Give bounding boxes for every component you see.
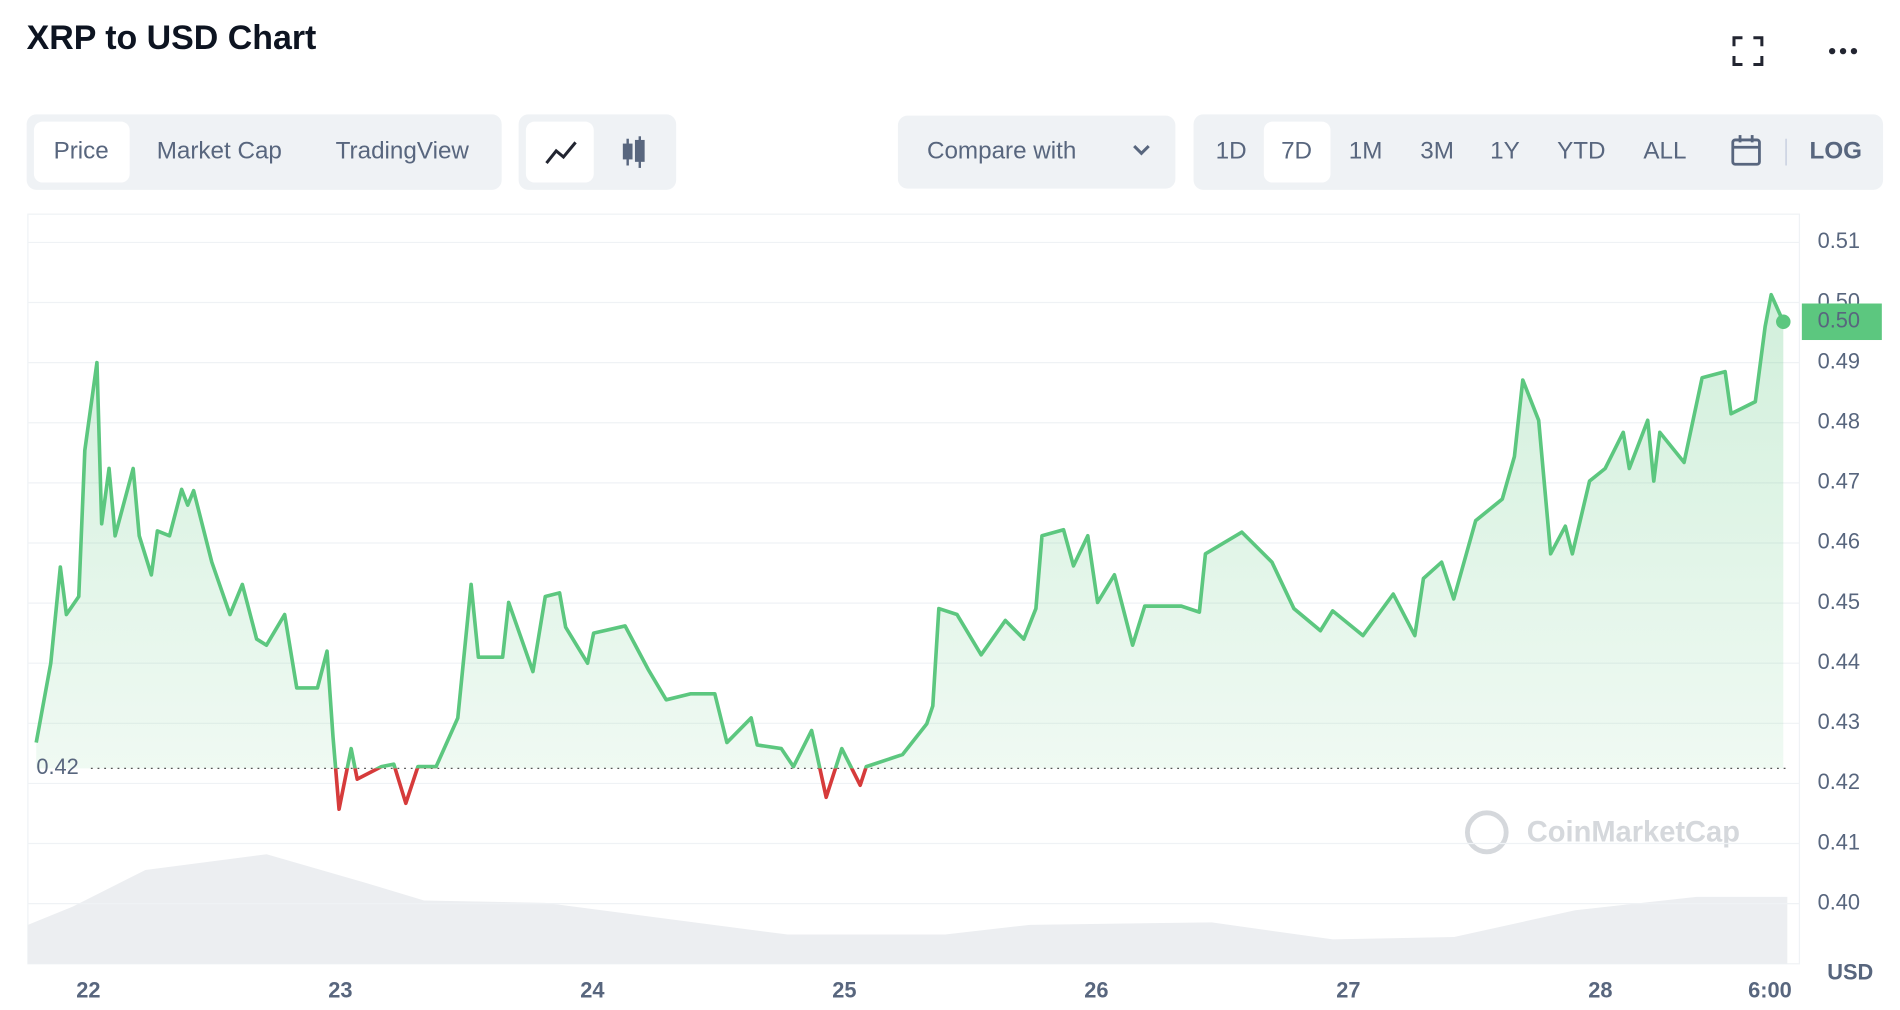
current-dot bbox=[1776, 314, 1791, 330]
x-axis: 22 23 24 25 26 27 28 6:00 PM bbox=[76, 977, 1830, 1002]
range-button[interactable]: 7D bbox=[1281, 137, 1312, 164]
tab[interactable]: Price bbox=[54, 137, 109, 164]
x-tick-label: 23 bbox=[328, 977, 352, 1002]
y-tick-label: 0.45 bbox=[1818, 589, 1860, 614]
range-selected bbox=[1263, 121, 1331, 183]
tab-group bbox=[26, 114, 502, 190]
tab-selected bbox=[33, 121, 130, 183]
calendar-icon[interactable] bbox=[1731, 135, 1761, 166]
x-tick-label: 22 bbox=[76, 977, 100, 1002]
x-tick-label: 28 bbox=[1588, 977, 1612, 1002]
x-tick-label: 24 bbox=[580, 977, 605, 1002]
fullscreen-icon[interactable] bbox=[1732, 36, 1764, 67]
range-button[interactable]: 1Y bbox=[1490, 137, 1520, 164]
y-tick-label: 0.48 bbox=[1818, 408, 1860, 433]
price-area bbox=[36, 294, 1784, 769]
tab[interactable]: TradingView bbox=[336, 137, 470, 164]
x-tick-label: 26 bbox=[1084, 977, 1108, 1002]
y-tick-label: 0.42 bbox=[1818, 769, 1860, 794]
y-tick-label: 0.44 bbox=[1818, 649, 1860, 674]
chevron bbox=[1133, 144, 1150, 156]
tab[interactable]: Market Cap bbox=[157, 137, 282, 164]
y-tick-label: 0.51 bbox=[1818, 228, 1860, 253]
y-tick-label: 0.49 bbox=[1818, 348, 1860, 373]
range-button[interactable]: 1M bbox=[1349, 137, 1383, 164]
volume-area bbox=[27, 854, 1788, 964]
y-tick-label: 0.46 bbox=[1818, 529, 1860, 554]
range-button[interactable]: ALL bbox=[1643, 137, 1686, 164]
page-title: XRP to USD Chart bbox=[27, 19, 317, 57]
y-tick-label: 0.41 bbox=[1818, 829, 1860, 854]
x-tick-label: 25 bbox=[832, 977, 856, 1002]
log-toggle[interactable]: LOG bbox=[1810, 137, 1862, 164]
range-group bbox=[1193, 114, 1884, 190]
current-label: 0.50 bbox=[1818, 308, 1860, 333]
y-tick-label: 0.43 bbox=[1818, 709, 1860, 734]
y-unit: USD bbox=[1827, 959, 1873, 984]
baseline-label: 0.42 bbox=[36, 754, 78, 779]
compare-label: Compare with bbox=[927, 137, 1076, 164]
range-button[interactable]: 3M bbox=[1420, 137, 1454, 164]
more-icon[interactable] bbox=[1828, 47, 1858, 55]
y-tick-label: 0.40 bbox=[1818, 889, 1860, 914]
y-tick-label: 0.47 bbox=[1818, 469, 1860, 494]
watermark: CoinMarketCap bbox=[1464, 810, 1740, 855]
candle-icon[interactable] bbox=[622, 136, 645, 168]
x-tick-label: 27 bbox=[1336, 977, 1360, 1002]
price-line bbox=[34, 292, 1785, 769]
x-tick-label: 6:00 PM bbox=[1748, 977, 1830, 1002]
compare-dropdown[interactable] bbox=[897, 115, 1176, 189]
range-button[interactable]: YTD bbox=[1557, 137, 1605, 164]
range-button[interactable]: 1D bbox=[1216, 137, 1247, 164]
line-icon[interactable] bbox=[545, 141, 577, 165]
current-badge bbox=[1801, 303, 1882, 341]
